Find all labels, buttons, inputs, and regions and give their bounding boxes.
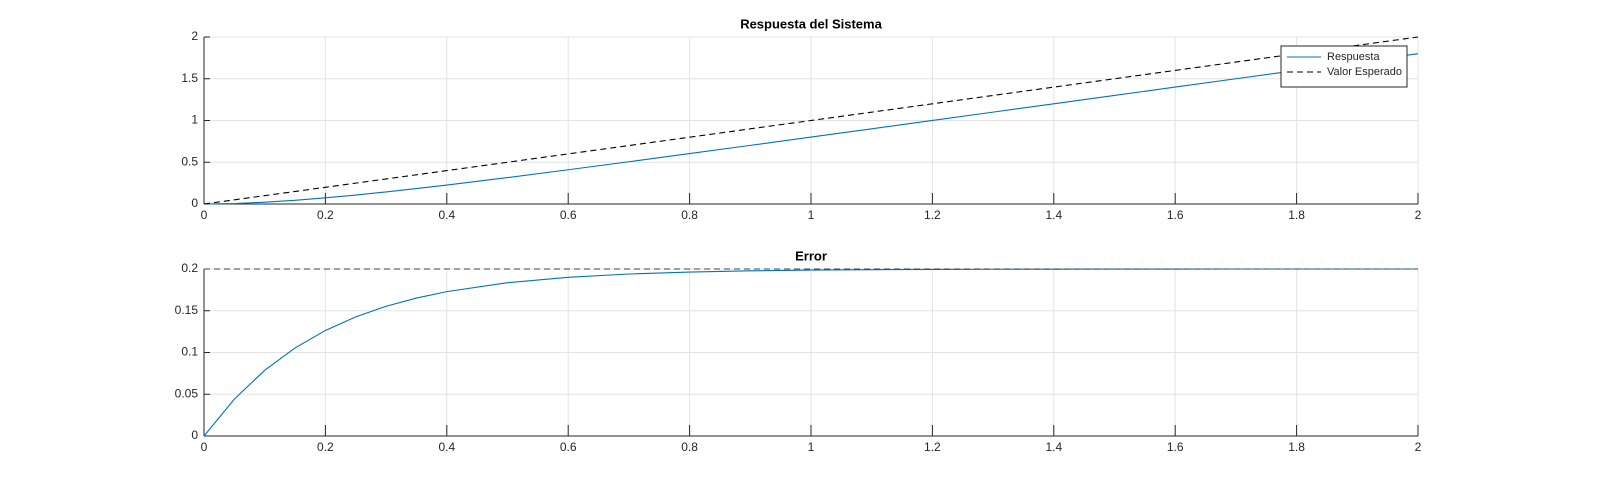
- y-tick-label: 2: [191, 29, 198, 43]
- y-tick-label: 0.05: [175, 386, 199, 400]
- x-tick-label: 0.8: [681, 440, 698, 454]
- x-tick-label: 0.2: [317, 440, 334, 454]
- y-tick-label: 0.2: [181, 261, 198, 275]
- y-tick-label: 0: [191, 428, 198, 442]
- x-tick-label: 0: [201, 440, 208, 454]
- data-line: [203, 53, 1419, 205]
- data-line: [203, 36, 1419, 205]
- legend-label: Valor Esperado: [1327, 66, 1402, 78]
- y-tick-label: 0.5: [181, 154, 198, 168]
- y-tick-label: 0.15: [175, 303, 199, 317]
- x-tick-label: 0.2: [317, 208, 334, 222]
- x-tick-label: 0.6: [560, 208, 577, 222]
- x-tick-label: 0: [201, 208, 208, 222]
- legend: Respuesta Valor Esperado: [1280, 45, 1408, 88]
- x-tick-label: 1.8: [1288, 440, 1305, 454]
- x-tick-label: 1: [808, 440, 815, 454]
- legend-box: [1280, 45, 1408, 88]
- chart-title: Respuesta del Sistema: [740, 16, 882, 31]
- x-tick-label: 2: [1415, 208, 1422, 222]
- x-tick-label: 0.6: [560, 440, 577, 454]
- x-tick-label: 0.4: [438, 440, 455, 454]
- chart-title: Error: [795, 248, 827, 263]
- y-tick-label: 1.5: [181, 71, 198, 85]
- x-tick-label: 1.4: [1045, 440, 1062, 454]
- y-tick-label: 1: [191, 113, 198, 127]
- y-tick-label: 0.1: [181, 345, 198, 359]
- x-tick-label: 1: [808, 208, 815, 222]
- x-tick-label: 1.6: [1167, 440, 1184, 454]
- x-tick-label: 1.2: [924, 440, 941, 454]
- x-tick-label: 1.6: [1167, 208, 1184, 222]
- x-tick-label: 1.8: [1288, 208, 1305, 222]
- x-tick-label: 0.4: [438, 208, 455, 222]
- x-tick-label: 0.8: [681, 208, 698, 222]
- x-tick-label: 1.2: [924, 208, 941, 222]
- legend-label: Respuesta: [1327, 51, 1380, 63]
- y-tick-label: 0: [191, 196, 198, 210]
- x-tick-label: 1.4: [1045, 208, 1062, 222]
- x-tick-label: 2: [1415, 440, 1422, 454]
